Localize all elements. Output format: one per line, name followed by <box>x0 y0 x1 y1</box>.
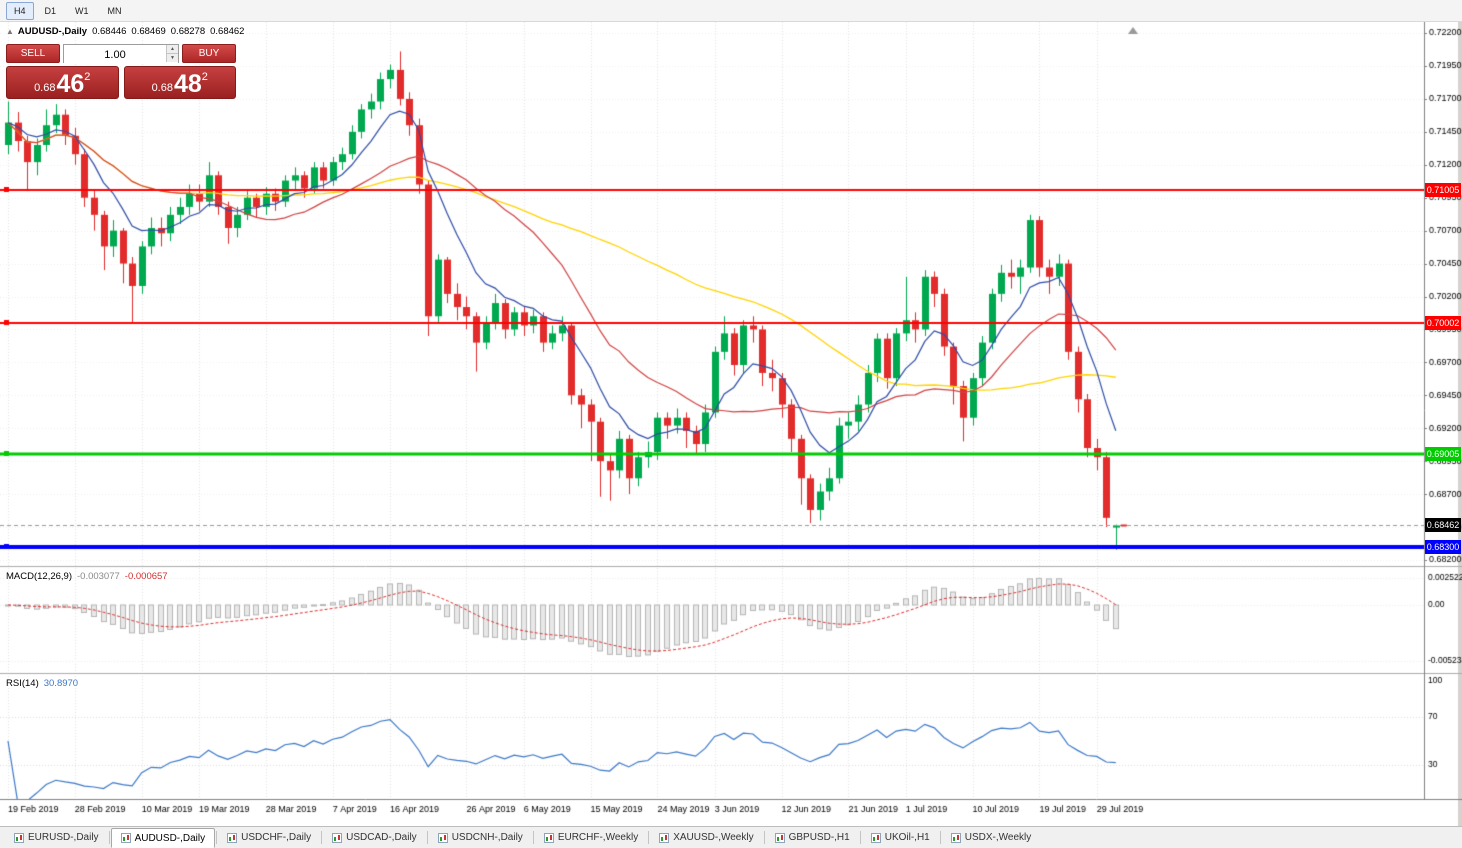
timeframe-button-w1[interactable]: W1 <box>75 5 89 16</box>
chart-icon <box>437 832 448 843</box>
tab-usdx-weekly[interactable]: USDX-,Weekly <box>942 828 1041 848</box>
chart-icon <box>659 832 670 843</box>
ohlc-open: 0.68446 <box>92 26 127 37</box>
tab-separator <box>108 831 110 844</box>
volume-box: ▲ ▼ <box>63 44 179 64</box>
chart-icon <box>332 832 343 843</box>
price-level-badge: 0.70002 <box>1425 316 1461 330</box>
chart-icon <box>543 832 554 843</box>
chart-icon <box>120 833 131 843</box>
macd-name: MACD(12,26,9) <box>6 571 72 582</box>
chart-icon <box>870 832 881 843</box>
ohlc-low: 0.68278 <box>170 26 206 37</box>
ohlc-high: 0.68469 <box>131 26 166 37</box>
buy-price-prefix: 0.68 <box>151 82 173 94</box>
tab-label: GBPUSD-,H1 <box>788 832 850 843</box>
volume-decrease-button[interactable]: ▼ <box>167 54 178 62</box>
tab-usdchf-daily[interactable]: USDCHF-,Daily <box>218 828 320 848</box>
tab-separator <box>426 831 428 844</box>
price-level-badge: 0.69005 <box>1425 447 1461 461</box>
chart-symbol-label: AUDUSD-,Daily <box>17 26 88 37</box>
tab-separator <box>648 831 650 844</box>
timeframe-toolbar: H4 D1 W1 MN <box>0 0 1462 22</box>
timeframe-button-h4[interactable]: H4 <box>6 1 34 20</box>
chart-tab-bar: EURUSD-,Daily AUDUSD-,Daily USDCHF-,Daily U… <box>0 826 1462 848</box>
current-price-badge: 0.68462 <box>1425 518 1461 532</box>
price-chart-canvas[interactable] <box>0 0 1462 826</box>
tab-label: USDX-,Weekly <box>964 832 1032 843</box>
timeframe-button-d1[interactable]: D1 <box>44 5 57 16</box>
tab-label: XAUUSD-,Weekly <box>673 832 754 843</box>
sell-button[interactable]: SELL <box>6 44 60 63</box>
tab-usdcnh-daily[interactable]: USDCNH-,Daily <box>429 828 532 848</box>
macd-pane-label: MACD(12,26,9) -0.003077 -0.000657 <box>6 571 168 582</box>
buy-price-button[interactable]: 0.68 48 2 <box>123 66 236 99</box>
tab-separator <box>859 831 861 844</box>
sell-price-pips: 46 <box>56 70 85 99</box>
tab-label: EURCHF-,Weekly <box>557 832 639 843</box>
chart-icon <box>774 832 785 843</box>
tab-gbpusd-h1[interactable]: GBPUSD-,H1 <box>766 828 859 848</box>
volume-input[interactable] <box>64 46 178 64</box>
ohlc-close: 0.68462 <box>210 26 245 37</box>
tab-eurusd-daily[interactable]: EURUSD-,Daily <box>5 828 108 848</box>
sell-price-button[interactable]: 0.68 46 2 <box>6 66 119 99</box>
tab-xauusd-weekly[interactable]: XAUUSD-,Weekly <box>650 828 762 848</box>
chart-icon <box>950 832 961 843</box>
price-level-badge: 0.68300 <box>1425 540 1461 554</box>
rsi-name: RSI(14) <box>6 678 39 689</box>
tab-audusd-daily[interactable]: AUDUSD-,Daily <box>110 828 216 848</box>
tab-label: AUDUSD-,Daily <box>134 832 206 844</box>
rsi-value: 30.8970 <box>43 678 79 689</box>
tab-separator <box>216 831 218 844</box>
macd-signal-value: -0.000657 <box>124 571 168 582</box>
tab-separator <box>763 831 765 844</box>
tab-label: USDCHF-,Daily <box>241 832 312 843</box>
tab-separator <box>321 831 323 844</box>
tab-separator <box>939 831 941 844</box>
buy-price-pips: 48 <box>173 70 202 99</box>
tab-separator <box>532 831 534 844</box>
buy-button[interactable]: BUY <box>182 44 236 63</box>
timeframe-button-mn[interactable]: MN <box>107 5 122 16</box>
macd-main-value: -0.003077 <box>77 571 120 582</box>
tab-label: EURUSD-,Daily <box>28 832 99 843</box>
tab-label: UKOil-,H1 <box>884 832 930 843</box>
tab-usdcad-daily[interactable]: USDCAD-,Daily <box>323 828 426 848</box>
tab-label: USDCNH-,Daily <box>451 832 523 843</box>
chart-icon <box>227 832 238 843</box>
rsi-pane-label: RSI(14) 30.8970 <box>6 678 78 689</box>
volume-spinner: ▲ ▼ <box>166 45 178 62</box>
chart-icon <box>14 832 24 843</box>
tab-ukoil-h1[interactable]: UKOil-,H1 <box>862 828 939 848</box>
sell-price-point: 2 <box>84 71 91 83</box>
tab-label: USDCAD-,Daily <box>346 832 417 843</box>
volume-increase-button[interactable]: ▲ <box>167 45 178 54</box>
chart-ohlc-header: ▲ AUDUSD-,Daily 0.68446 0.68469 0.68278 0.684… <box>6 26 244 37</box>
sell-price-prefix: 0.68 <box>34 82 56 94</box>
buy-price-point: 2 <box>201 71 208 83</box>
one-click-collapse-icon[interactable]: ▲ <box>6 27 14 36</box>
tab-eurchf-weekly[interactable]: EURCHF-,Weekly <box>535 828 647 848</box>
price-level-badge: 0.71005 <box>1425 183 1461 197</box>
